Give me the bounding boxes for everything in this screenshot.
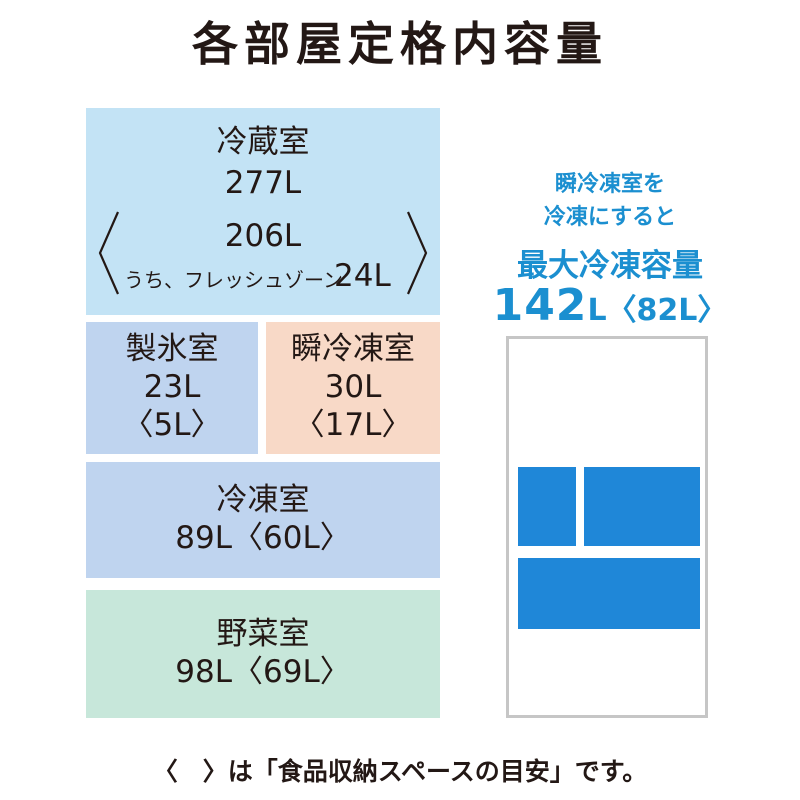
- fridge-diagram: [506, 336, 708, 718]
- max-freeze-unit: L〈82L〉: [587, 293, 728, 328]
- page-title: 各部屋定格内容量: [192, 17, 608, 71]
- ice-label: 製氷室: [125, 331, 219, 368]
- footnote: 〈 〉は「食品収納スペースの目安」です。: [152, 757, 648, 786]
- fresh-zone-capacity: 24L: [334, 258, 391, 294]
- side-note-line1: 瞬冷凍室を: [554, 172, 665, 197]
- fridge-compartment: [86, 108, 440, 315]
- vegetable-compartment: 野菜室 98L〈69L〉: [86, 590, 440, 718]
- left-bracket-icon: [98, 211, 120, 295]
- fridge-label: 冷蔵室: [216, 124, 310, 160]
- diagram-instant-freeze-block: [584, 467, 700, 546]
- fridge-total-capacity: 277L: [224, 165, 302, 201]
- instant-freeze-compartment: 瞬冷凍室 30L 〈17L〉: [266, 322, 440, 454]
- freezer-compartment: 冷凍室 89L〈60L〉: [86, 462, 440, 578]
- max-freeze-value: 142: [492, 280, 588, 331]
- freezer-capacity: 89L〈60L〉: [175, 520, 351, 556]
- right-bracket-icon: [406, 211, 428, 295]
- instant-freeze-label: 瞬冷凍室: [291, 331, 415, 368]
- fresh-zone-label: うち、フレッシュゾーン: [124, 268, 343, 292]
- diagram-freezer-block: [518, 558, 700, 629]
- max-freeze-label: 最大冷凍容量: [517, 248, 703, 284]
- freezer-label: 冷凍室: [216, 482, 310, 519]
- fridge-storage-capacity: 206L: [224, 218, 302, 254]
- vegetable-label: 野菜室: [216, 616, 310, 653]
- instant-freeze-total-capacity: 30L: [324, 369, 382, 406]
- ice-storage-capacity: 〈5L〉: [122, 406, 222, 443]
- ice-total-capacity: 23L: [143, 369, 201, 406]
- instant-freeze-storage-capacity: 〈17L〉: [293, 406, 413, 443]
- side-note: 瞬冷凍室を 冷凍にすると: [470, 168, 750, 234]
- vegetable-capacity: 98L〈69L〉: [175, 654, 351, 690]
- ice-compartment: 製氷室 23L 〈5L〉: [86, 322, 258, 454]
- diagram-ice-block: [518, 467, 576, 546]
- side-note-line2: 冷凍にすると: [543, 205, 677, 230]
- max-freeze-capacity: 142L〈82L〉: [470, 280, 750, 331]
